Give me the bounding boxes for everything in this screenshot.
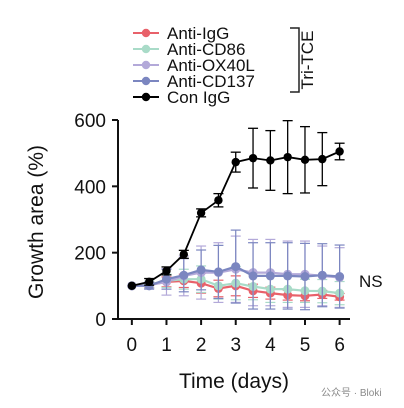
- y-tick-label: 400: [74, 177, 106, 198]
- data-point: [196, 208, 206, 218]
- series-anti-cd137: [127, 229, 345, 311]
- data-point: [300, 272, 310, 282]
- data-point: [283, 152, 292, 162]
- data-point: [196, 265, 206, 275]
- x-tick-label: 2: [196, 335, 207, 356]
- data-point: [179, 250, 188, 259]
- data-point: [317, 270, 327, 280]
- ns-label: NS: [359, 272, 383, 291]
- data-point: [335, 272, 345, 282]
- data-point: [283, 271, 293, 281]
- data-point: [248, 153, 258, 163]
- data-point: [213, 267, 223, 277]
- data-point: [214, 196, 223, 205]
- bracket-line: [290, 27, 300, 93]
- data-point: [231, 157, 240, 167]
- legend-label: Anti-IgG: [167, 24, 229, 43]
- legend-marker: [141, 92, 151, 102]
- data-point: [300, 155, 310, 164]
- axes: 0 200 400 600 0 1 2 3 4 5 6: [74, 111, 350, 356]
- y-tick-label: 200: [74, 244, 106, 265]
- bracket-label: Tri-TCE: [298, 31, 317, 90]
- data-point: [265, 271, 275, 281]
- series-con-igg: [127, 120, 345, 291]
- legend-label: Anti-CD86: [167, 40, 245, 59]
- x-tick-label: 0: [127, 335, 138, 356]
- x-axis-title: Time (days): [179, 370, 289, 393]
- data-point: [231, 262, 241, 272]
- legend-marker: [141, 44, 151, 54]
- data-point: [162, 266, 171, 276]
- data-point: [335, 147, 344, 156]
- legend-marker: [141, 60, 151, 70]
- y-axis-title: Growth area (%): [25, 145, 48, 299]
- y-tick-label: 0: [95, 310, 106, 331]
- x-tick-label: 6: [334, 335, 345, 356]
- series-layer: [127, 120, 345, 311]
- data-point: [161, 274, 171, 284]
- data-point: [144, 277, 154, 287]
- x-tick-label: 4: [265, 335, 276, 356]
- data-point: [266, 156, 275, 165]
- legend-marker: [141, 28, 151, 38]
- legend-label: Con IgG: [167, 88, 230, 107]
- legend-label: Anti-OX40L: [167, 56, 255, 75]
- legend: Anti-IgGAnti-CD86Anti-OX40LAnti-CD137Con…: [133, 24, 255, 107]
- legend-marker: [141, 76, 151, 86]
- x-tick-label: 3: [230, 335, 241, 356]
- data-point: [318, 154, 327, 164]
- data-point: [248, 271, 258, 281]
- data-point: [179, 270, 189, 280]
- tri-tce-bracket: Tri-TCE: [290, 27, 317, 93]
- watermark: 公众号 · Bloki: [321, 387, 382, 399]
- x-tick-label: 1: [161, 335, 172, 356]
- y-tick-label: 600: [74, 111, 106, 132]
- data-point: [127, 281, 137, 291]
- x-tick-label: 5: [300, 335, 311, 356]
- legend-label: Anti-CD137: [167, 72, 255, 91]
